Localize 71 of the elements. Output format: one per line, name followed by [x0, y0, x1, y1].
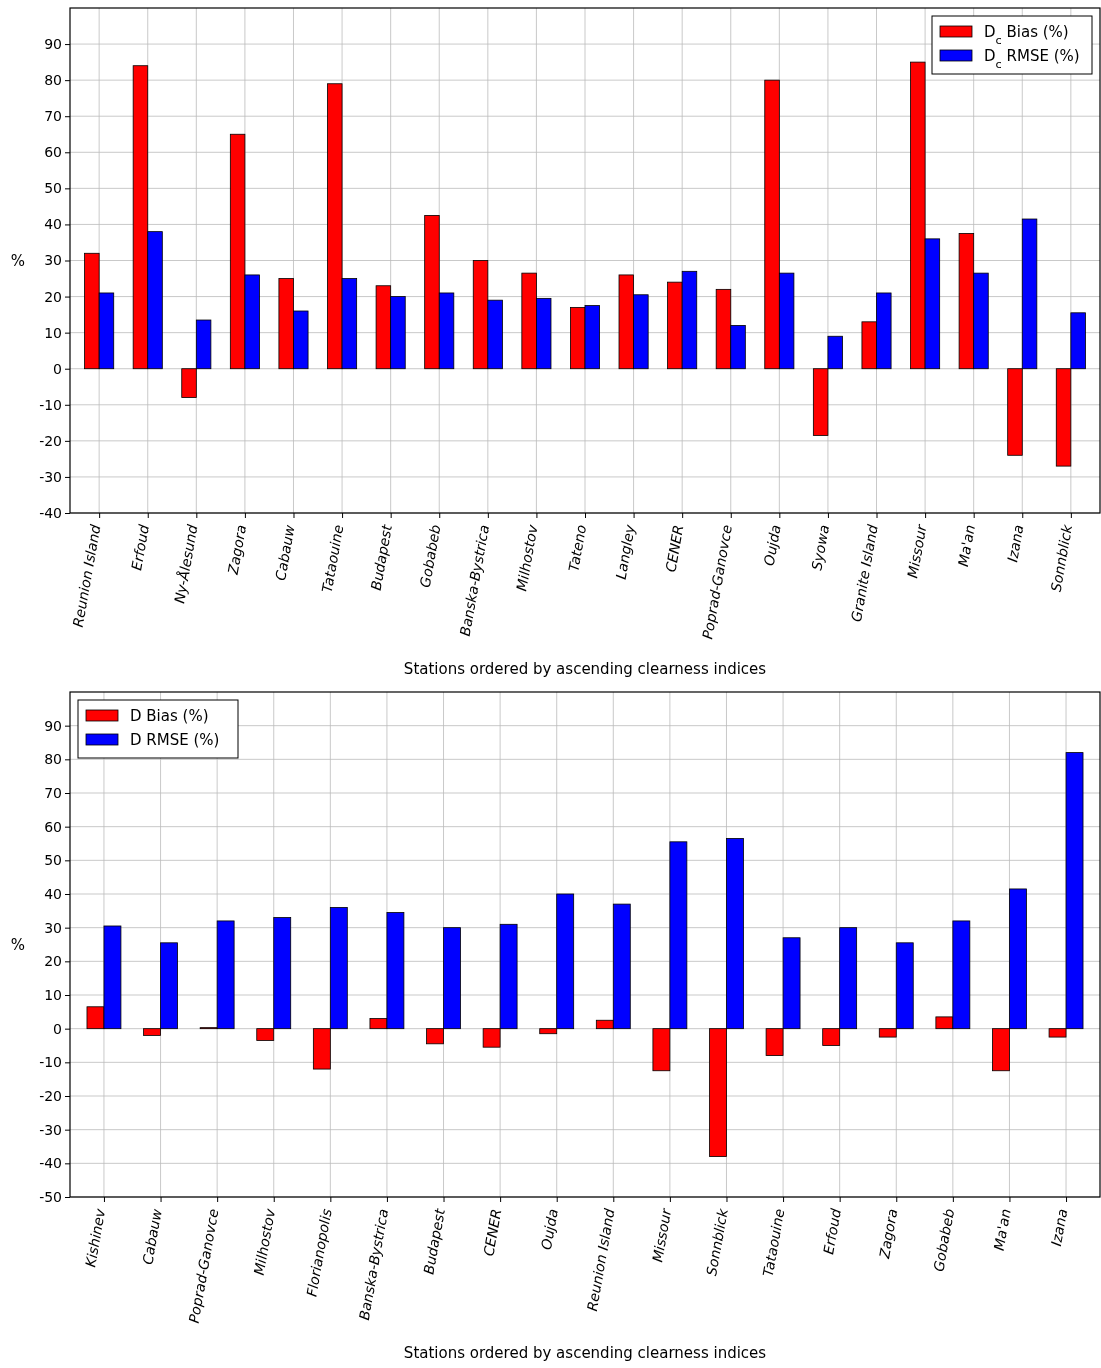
x-tick-label: Syowa: [808, 523, 833, 572]
y-tick-label: 20: [44, 288, 62, 305]
x-tick-label: Sonnblick: [1047, 522, 1076, 594]
x-tick-label: Ma'an: [954, 523, 978, 568]
y-tick-label: 0: [53, 360, 62, 377]
x-tick-label: Erfoud: [820, 1207, 844, 1256]
x-tick-label: Ma'an: [990, 1207, 1014, 1252]
x-tick-label: Milhostov: [513, 522, 541, 593]
y-tick-label: -30: [39, 468, 62, 485]
y-tick-label: 60: [44, 818, 62, 835]
y-tick-label: -20: [39, 1087, 62, 1104]
x-tick-label: Cabauw: [139, 1207, 165, 1266]
x-axis-title: Stations ordered by ascending clearness indices: [403, 660, 767, 678]
x-tick-label: Erfoud: [128, 523, 153, 572]
y-tick-label: 10: [44, 324, 62, 341]
x-tick-label: Milhostov: [250, 1206, 279, 1277]
x-tick-label: Tataouine: [759, 1207, 788, 1278]
y-tick-label: 40: [44, 885, 62, 902]
x-tick-label: Gobabeb: [930, 1207, 958, 1273]
y-tick-label: -10: [39, 1054, 62, 1071]
x-tick-label: Izana: [1004, 523, 1027, 564]
x-axis-title: Stations ordered by ascending clearness indices: [403, 1344, 767, 1362]
y-tick-label: 40: [44, 216, 62, 233]
y-tick-label: -40: [39, 504, 62, 521]
y-tick-label: 50: [44, 852, 62, 869]
x-tick-label: Gobabeb: [416, 523, 444, 589]
x-tick-label: Zagora: [875, 1207, 901, 1261]
x-tick-label: Izana: [1048, 1207, 1071, 1248]
y-tick-label: 80: [44, 72, 62, 89]
x-tick-label: Kishinev: [82, 1206, 109, 1269]
x-tick-label: Cabauw: [272, 523, 298, 582]
legend-label: D$_{c}$ RMSE (%): [984, 47, 1080, 71]
x-tick-label: Budapest: [367, 523, 396, 592]
y-tick-label: -10: [39, 396, 62, 413]
y-tick-label: 0: [53, 1020, 62, 1037]
x-tick-label: Missour: [904, 522, 930, 580]
y-tick-label: 70: [44, 784, 62, 801]
x-tick-label: Granite Island: [847, 523, 881, 624]
x-tick-label: Oujda: [538, 1207, 561, 1251]
x-tick-label: Zagora: [224, 523, 250, 577]
y-tick-label: -20: [39, 432, 62, 449]
y-tick-label: -50: [39, 1188, 62, 1205]
y-tick-label: 30: [44, 252, 62, 269]
legend-label: D Bias (%): [130, 707, 209, 725]
x-tick-label: Oujda: [760, 523, 784, 567]
x-tick-label: CENER: [480, 1207, 505, 1258]
y-tick-label: 20: [44, 953, 62, 970]
y-tick-label: -30: [39, 1121, 62, 1138]
y-tick-label: 70: [44, 108, 62, 125]
x-tick-label: Tataouine: [318, 523, 347, 594]
y-tick-label: 90: [44, 717, 62, 734]
y-tick-label: 50: [44, 180, 62, 197]
x-tick-label: Reunion Island: [69, 523, 104, 629]
x-tick-label: Budapest: [420, 1207, 448, 1276]
x-tick-label: Tateno: [565, 523, 590, 573]
y-tick-label: 90: [44, 36, 62, 53]
y-tick-label: 30: [44, 919, 62, 936]
y-tick-label: -40: [39, 1155, 62, 1172]
x-tick-label: Langley: [612, 522, 638, 581]
x-tick-label: Sonnblick: [703, 1206, 731, 1278]
y-tick-label: 10: [44, 986, 62, 1003]
y-tick-label: 60: [44, 144, 62, 161]
x-tick-label: Missour: [649, 1206, 675, 1264]
y-tick-label: 80: [44, 751, 62, 768]
x-tick-label: Reunion Island: [583, 1207, 618, 1313]
legend-label: D RMSE (%): [130, 731, 220, 749]
x-tick-label: Ny-Ålesund: [171, 523, 201, 605]
y-axis-title: %: [10, 935, 26, 954]
y-axis-title: %: [10, 251, 26, 270]
x-tick-label: CENER: [662, 523, 687, 574]
legend-label: D$_{c}$ Bias (%): [984, 23, 1069, 47]
